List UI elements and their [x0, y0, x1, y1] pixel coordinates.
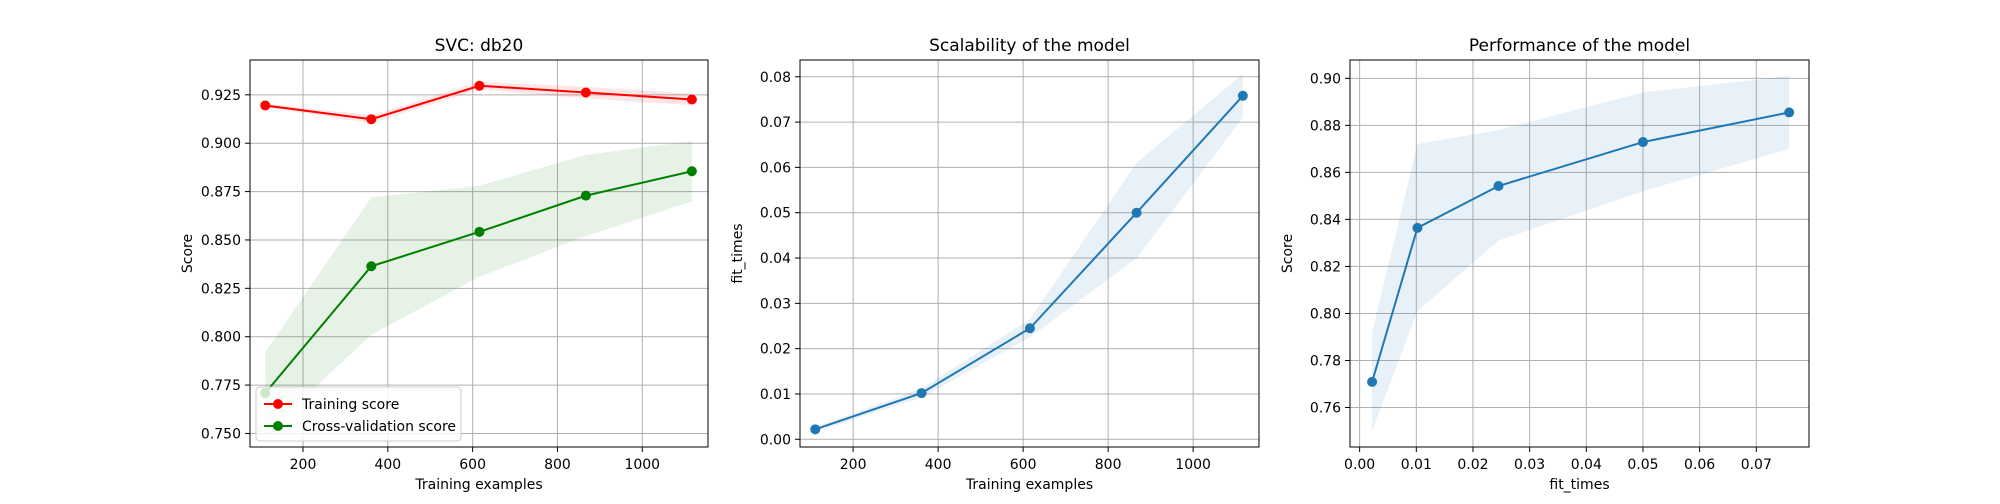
y-tick-label: 0.800: [201, 330, 241, 346]
x-tick-label: 0.06: [1684, 457, 1715, 473]
x-axis-label: fit_times: [1549, 477, 1609, 493]
y-axis-label: Score: [1280, 234, 1296, 273]
axes-frame: [1349, 59, 1810, 448]
data-point: [1784, 107, 1795, 118]
x-tick-label: 0.00: [1344, 457, 1375, 473]
y-tick-label: 0.07: [760, 115, 791, 131]
x-tick-label: 200: [290, 457, 317, 473]
x-tick-label: 600: [1010, 457, 1037, 473]
data-point: [580, 190, 591, 201]
x-tick-label: 0.03: [1514, 457, 1545, 473]
y-tick-label: 0.925: [201, 88, 241, 104]
data-point: [1131, 207, 1142, 218]
x-tick-label: 0.05: [1627, 457, 1658, 473]
x-tick-label: 800: [1095, 457, 1122, 473]
chart-title: Performance of the model: [1469, 36, 1690, 56]
data-point: [686, 94, 697, 105]
y-tick-label: 0.00: [760, 432, 791, 448]
y-tick-label: 0.08: [760, 70, 791, 86]
y-tick-label: 0.03: [760, 296, 791, 312]
confidence-band: [265, 141, 692, 434]
data-point: [1493, 181, 1504, 192]
data-point: [580, 87, 591, 98]
chart-panel-3: 0.00 0.01 0.02 0.03 0.04 0.05 0.06 0.07 0.76 0.78…: [1280, 36, 1810, 493]
legend-entry-label: Cross-validation score: [302, 419, 456, 435]
x-tick-label: 1000: [1175, 457, 1211, 473]
data-point: [260, 100, 271, 111]
x-tick-label: 1000: [624, 457, 660, 473]
chart-panel-2: 200 400 600 800 1000 0.00 0.01 0.02 0.03 0.04 0.05…: [730, 36, 1260, 493]
y-tick-label: 0.86: [1310, 165, 1341, 181]
data-point: [686, 166, 697, 177]
y-tick-label: 0.78: [1310, 353, 1341, 369]
data-point: [366, 114, 377, 125]
data-point: [1637, 137, 1648, 148]
y-tick-label: 0.84: [1310, 212, 1341, 228]
x-tick-label: 0.02: [1457, 457, 1488, 473]
x-axis-label: Training examples: [414, 477, 542, 493]
y-tick-label: 0.76: [1310, 401, 1341, 417]
chart-panel-1: 200 400 600 800 1000 0.750 0.775 0.800 0.825 0.85…: [180, 36, 709, 493]
y-tick-label: 0.80: [1310, 306, 1341, 322]
chart-title: SVC: db20: [435, 36, 524, 56]
x-tick-label: 0.07: [1741, 457, 1772, 473]
y-tick-label: 0.05: [760, 206, 791, 222]
axes-frame: [249, 59, 709, 448]
data-point: [1367, 376, 1378, 387]
data-point: [1412, 222, 1423, 233]
legend-marker-swatch: [273, 421, 283, 431]
x-tick-label: 0.01: [1401, 457, 1432, 473]
x-tick-label: 0.04: [1571, 457, 1602, 473]
legend: Training score Cross-validation score: [255, 386, 462, 442]
data-point: [366, 261, 377, 272]
data-point: [810, 424, 821, 435]
data-point: [1024, 323, 1035, 334]
y-tick-label: 0.900: [201, 136, 241, 152]
y-tick-label: 0.82: [1310, 259, 1341, 275]
confidence-band: [1372, 75, 1790, 432]
y-tick-label: 0.88: [1310, 118, 1341, 134]
y-tick-label: 0.04: [760, 251, 791, 267]
data-point: [916, 388, 927, 399]
x-tick-label: 800: [544, 457, 571, 473]
x-tick-label: 400: [925, 457, 952, 473]
axes-frame: [799, 59, 1260, 448]
x-tick-label: 200: [840, 457, 867, 473]
y-tick-label: 0.90: [1310, 71, 1341, 87]
y-tick-label: 0.750: [201, 426, 241, 442]
chart-title: Scalability of the model: [929, 36, 1130, 56]
legend-box: [255, 386, 462, 442]
y-tick-label: 0.875: [201, 185, 241, 201]
data-point: [474, 226, 485, 237]
legend-entry-label: Training score: [301, 397, 399, 413]
y-tick-label: 0.02: [760, 342, 791, 358]
y-tick-label: 0.850: [201, 233, 241, 249]
confidence-band: [815, 74, 1243, 432]
data-point: [474, 80, 485, 91]
y-tick-label: 0.775: [201, 378, 241, 394]
legend-marker-swatch: [273, 399, 283, 409]
y-tick-label: 0.06: [760, 160, 791, 176]
x-tick-label: 400: [374, 457, 401, 473]
y-tick-label: 0.01: [760, 387, 791, 403]
y-axis-label: fit_times: [730, 223, 746, 283]
x-tick-label: 600: [459, 457, 486, 473]
y-axis-label: Score: [180, 234, 196, 273]
y-tick-label: 0.825: [201, 281, 241, 297]
data-point: [1237, 90, 1248, 101]
x-axis-label: Training examples: [965, 477, 1093, 493]
